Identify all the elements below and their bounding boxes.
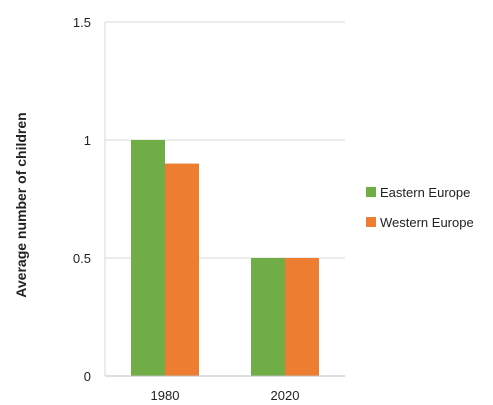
x-tick-label: 2020: [271, 388, 300, 403]
legend-swatch-eastern-europe: [366, 187, 376, 197]
bar-eastern-europe-1980: [131, 140, 165, 376]
y-tick-label: 0: [84, 369, 91, 384]
y-tick-label: 0.5: [73, 251, 91, 266]
legend: Eastern Europe Western Europe: [366, 185, 474, 230]
bar-western-europe-1980: [165, 163, 199, 376]
bar-western-europe-2020: [285, 258, 319, 376]
legend-label: Western Europe: [380, 215, 474, 230]
x-tick-label: 1980: [151, 388, 180, 403]
axes: 0 0.5 1 1.5 1980 2020: [73, 15, 345, 403]
bars: [131, 140, 319, 376]
y-axis-label: Average number of children: [13, 112, 29, 297]
y-tick-label: 1: [84, 133, 91, 148]
y-tick-label: 1.5: [73, 15, 91, 30]
legend-swatch-western-europe: [366, 217, 376, 227]
legend-label: Eastern Europe: [380, 185, 470, 200]
bar-eastern-europe-2020: [251, 258, 285, 376]
